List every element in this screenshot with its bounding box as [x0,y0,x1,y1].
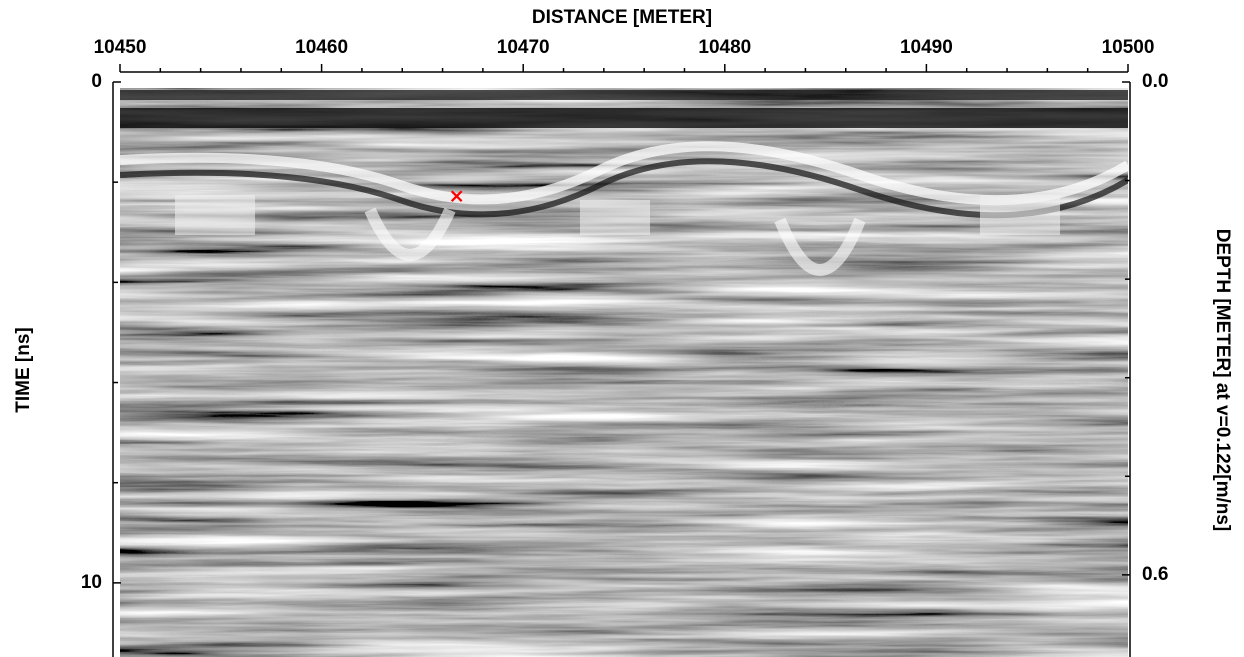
y-axis-title: TIME [ns] [13,327,34,413]
x-tick-label: 10500 [1102,37,1155,58]
y2-tick-label: 0.6 [1142,564,1168,585]
marker [450,190,463,202]
y-tick-label: 10 [81,572,102,593]
x-tick-label: 10490 [900,37,953,58]
x-tick-label: 10460 [295,37,348,58]
x-tick-label: 10470 [497,37,550,58]
y2-tick-label: 0.0 [1142,71,1168,92]
x-tick-label: 10450 [94,37,147,58]
x-axis-title: DISTANCE [METER] [532,7,712,28]
y2-axis-title: DEPTH [METER] at v=0.122[m/ns] [1212,229,1233,532]
x-tick-label: 10480 [698,37,751,58]
y-tick-label: 0 [91,71,102,92]
radargram-image [120,88,1128,657]
